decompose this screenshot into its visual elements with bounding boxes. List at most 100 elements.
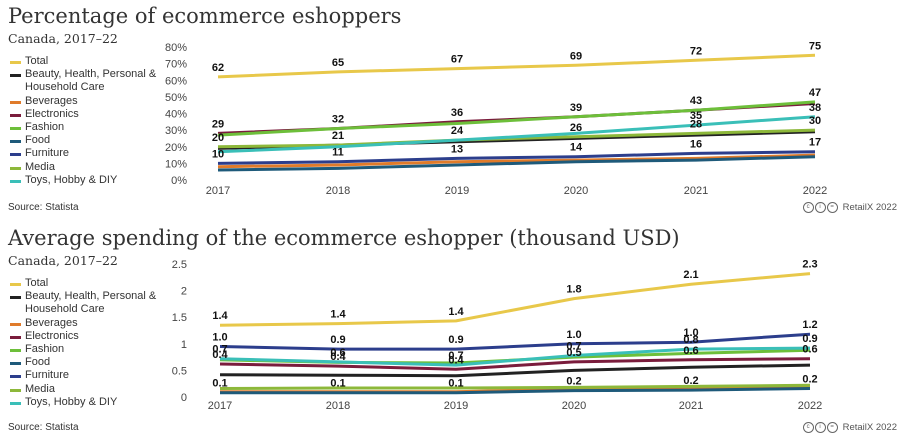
y-tick-label: 0.5 — [172, 365, 187, 377]
legend-item: Toys, Hobby & DIY — [10, 174, 175, 187]
data-label: 35 — [690, 110, 702, 122]
legend-swatch — [10, 375, 21, 379]
series-line — [219, 272, 811, 327]
series-line — [217, 150, 816, 165]
legend-label: Furniture — [25, 147, 70, 160]
legend-label: Beverages — [25, 94, 78, 107]
data-label: 1.0 — [566, 329, 581, 341]
data-label: 28 — [690, 118, 702, 130]
data-label: 11 — [332, 147, 344, 159]
x-tick-label: 2019 — [444, 400, 468, 412]
source-note: Source: Statista — [8, 422, 79, 433]
legend-item: Media — [10, 161, 175, 174]
legend-swatch — [10, 322, 21, 326]
legend-swatch — [10, 113, 21, 117]
legend-item: Electronics — [10, 108, 175, 121]
data-label: 0.7 — [212, 344, 227, 356]
chart-title: Percentage of ecommerce eshoppers — [8, 4, 402, 28]
data-label: 0.1 — [330, 378, 345, 390]
data-label: 1.4 — [212, 310, 228, 322]
data-label: 13 — [451, 143, 463, 155]
legend-swatch — [10, 166, 21, 170]
legend-item: Beverages — [10, 317, 175, 330]
y-tick-label: 10% — [165, 158, 187, 170]
x-tick-label: 2022 — [803, 185, 827, 197]
data-label: 17 — [809, 137, 821, 149]
series-line — [219, 383, 811, 390]
cc-license-icon: c i = — [802, 202, 839, 213]
x-tick-label: 2017 — [208, 400, 232, 412]
data-label: 1.0 — [212, 332, 227, 344]
data-label: 0.1 — [448, 378, 463, 390]
legend-item: Toys, Hobby & DIY — [10, 396, 175, 409]
y-tick-label: 1.5 — [172, 312, 187, 324]
data-label: 20 — [212, 132, 224, 144]
legend-swatch — [10, 74, 21, 78]
legend-item: Fashion — [10, 343, 175, 356]
data-label: 10 — [212, 148, 224, 160]
credit-text: RetailX 2022 — [842, 422, 897, 433]
y-tick-label: 0% — [171, 175, 187, 187]
data-label: 38 — [809, 102, 821, 114]
data-label: 36 — [451, 107, 463, 119]
legend-label: Beauty, Health, Personal & Household Car… — [25, 68, 157, 94]
data-label: 24 — [451, 125, 464, 137]
legend-item: Total — [10, 55, 175, 68]
x-tick-label: 2017 — [206, 185, 230, 197]
data-label: 1.4 — [330, 309, 346, 321]
legend: Total Beauty, Health, Personal & Househol… — [10, 277, 175, 409]
legend-swatch — [10, 61, 21, 64]
legend-item: Food — [10, 134, 175, 147]
data-label: 0.2 — [802, 374, 817, 386]
legend-swatch — [10, 283, 21, 286]
data-label: 67 — [451, 54, 463, 66]
data-label: 47 — [809, 87, 821, 99]
y-tick-label: 30% — [165, 125, 187, 137]
series-line — [219, 332, 811, 351]
legend-item: Total — [10, 277, 175, 290]
data-label: 43 — [690, 95, 702, 107]
series-line — [220, 387, 811, 395]
legend-label: Fashion — [25, 343, 65, 356]
legend-label: Total — [25, 277, 49, 289]
data-label: 2.1 — [683, 269, 698, 281]
series-line — [217, 128, 816, 149]
data-label: 72 — [690, 45, 702, 57]
data-label: 0.4 — [212, 349, 228, 361]
legend-item: Furniture — [10, 147, 175, 160]
data-label: 2.3 — [802, 259, 817, 271]
data-label: 0.6 — [802, 344, 817, 356]
legend-label: Media — [25, 382, 55, 395]
y-tick-label: 1 — [181, 339, 187, 351]
data-label: 75 — [809, 40, 821, 52]
x-tick-label: 2022 — [798, 400, 822, 412]
series-line — [217, 153, 816, 169]
data-label: 62 — [212, 62, 224, 74]
data-label: 16 — [690, 138, 702, 150]
legend-swatch — [10, 127, 21, 131]
legend-label: Fashion — [25, 121, 65, 134]
chart-subtitle: Canada, 2017–22 — [8, 31, 118, 46]
x-tick-label: 2020 — [564, 185, 588, 197]
x-tick-label: 2021 — [684, 185, 708, 197]
data-label: 21 — [332, 130, 344, 142]
legend-label: Toys, Hobby & DIY — [25, 395, 118, 408]
legend-swatch — [10, 100, 21, 104]
chart-subtitle: Canada, 2017–22 — [8, 253, 118, 268]
legend-label: Furniture — [25, 369, 70, 382]
data-label: 1.0 — [683, 327, 698, 339]
legend-label: Food — [25, 134, 51, 147]
data-label: 32 — [332, 114, 344, 126]
legend-label: Media — [25, 160, 55, 173]
x-tick-label: 2019 — [445, 185, 469, 197]
credit: c i = RetailX 2022 — [802, 202, 897, 213]
data-label: 1.2 — [802, 319, 817, 331]
chart-title: Average spending of the ecommerce eshopp… — [8, 226, 680, 250]
chart-panel-spending: Average spending of the ecommerce eshopp… — [0, 222, 909, 444]
legend-swatch — [10, 362, 21, 366]
line-chart-eshoppers: 0%10%20%30%40%50%60%70%80%2017 2018 2019 20… — [165, 40, 827, 197]
y-tick-label: 0 — [181, 392, 187, 404]
legend-swatch — [10, 296, 21, 300]
line-chart-spending: 0 0.5 1 1.5 2 2.5 2017 2018 2019 2020 2021 2022 1.4 1… — [172, 259, 823, 412]
data-label: 0.9 — [448, 334, 463, 346]
